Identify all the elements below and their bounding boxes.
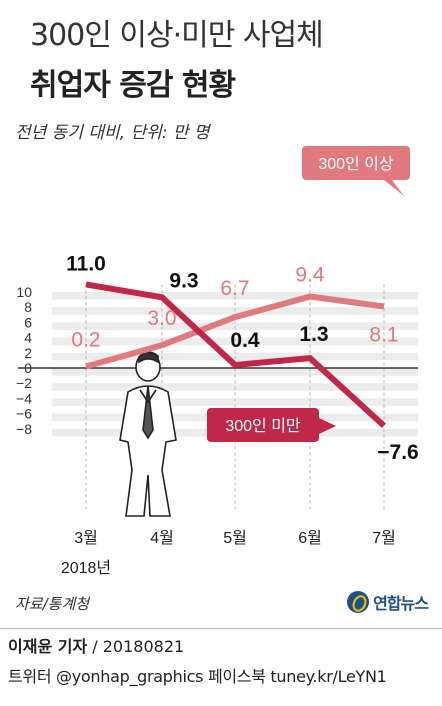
- x-year-label: 2018년: [61, 559, 111, 577]
- data-label-under-300: 11.0: [66, 252, 106, 275]
- yonhap-logo: 연합뉴스: [347, 590, 429, 614]
- grid-band: [52, 337, 418, 346]
- chart-title-line2: 취업자 증감 현황: [30, 68, 236, 103]
- data-label-300-plus: 3.0: [147, 307, 176, 330]
- businessman-illustration: [119, 351, 177, 517]
- series-line-under-300: [85, 281, 387, 428]
- series-line-300-plus: [85, 293, 385, 370]
- data-label-under-300: 0.4: [230, 329, 260, 352]
- x-tick-label: 7월: [372, 529, 396, 547]
- legend-pointer-under-300: [319, 418, 336, 434]
- chart-subtitle: 전년 동기 대비, 단위: 만 명: [15, 123, 210, 143]
- logo-text: 연합뉴스: [373, 594, 429, 613]
- legend-label-300-plus: 300인 이상: [318, 155, 394, 173]
- chart-title-line1: 300인 이상·미만 사업체: [30, 18, 324, 53]
- y-tick-label: −6: [16, 406, 32, 422]
- grid-band: [52, 322, 418, 330]
- y-tick-label: 8: [24, 299, 32, 315]
- grid-band: [52, 368, 418, 376]
- grid-band: [52, 398, 418, 406]
- data-label-300-plus: 8.1: [369, 323, 398, 346]
- y-tick-label: 0: [24, 360, 32, 376]
- x-tick-label: 6월: [298, 529, 322, 547]
- credit-date: / 20180821: [87, 637, 185, 656]
- legend-box-under-300: [207, 408, 319, 442]
- legend-pointer-300-plus: [384, 180, 404, 196]
- credit-line: 이재윤 기자 / 20180821: [8, 633, 184, 657]
- data-label-300-plus: 6.7: [220, 277, 249, 300]
- y-tick-label: 4: [24, 330, 32, 346]
- y-tick-label: 2: [24, 345, 32, 361]
- x-tick-label: 3월: [74, 529, 98, 547]
- social-links: 트위터 @yonhap_graphics 페이스북 tuney.kr/LeYN1: [8, 667, 387, 686]
- y-tick-label: −4: [16, 390, 32, 406]
- data-label-300-plus: 9.4: [295, 264, 325, 287]
- grid-band: [52, 292, 418, 300]
- data-label-300-plus: 0.2: [71, 328, 100, 351]
- source-note: 자료/통계청: [15, 595, 90, 613]
- legend-box-300-plus: [302, 146, 410, 180]
- reporter-name: 이재윤 기자: [8, 637, 88, 656]
- data-label-under-300: 9.3: [169, 269, 198, 292]
- y-tick-label: −8: [16, 421, 32, 437]
- y-tick-label: 6: [24, 314, 32, 330]
- data-label-under-300: 1.3: [299, 323, 328, 346]
- footer: 이재윤 기자 / 20180821 트위터 @yonhap_graphics 페…: [0, 628, 442, 706]
- footer-divider: [0, 628, 442, 629]
- legend-label-under-300: 300인 미만: [225, 417, 301, 435]
- y-tick-label: 10: [16, 284, 32, 300]
- y-tick-label: −2: [16, 375, 32, 391]
- x-tick-label: 5월: [223, 529, 247, 547]
- yonhap-logo-icon: [347, 591, 370, 613]
- x-tick-label: 4월: [150, 529, 174, 547]
- data-label-under-300: −7.6: [377, 441, 418, 464]
